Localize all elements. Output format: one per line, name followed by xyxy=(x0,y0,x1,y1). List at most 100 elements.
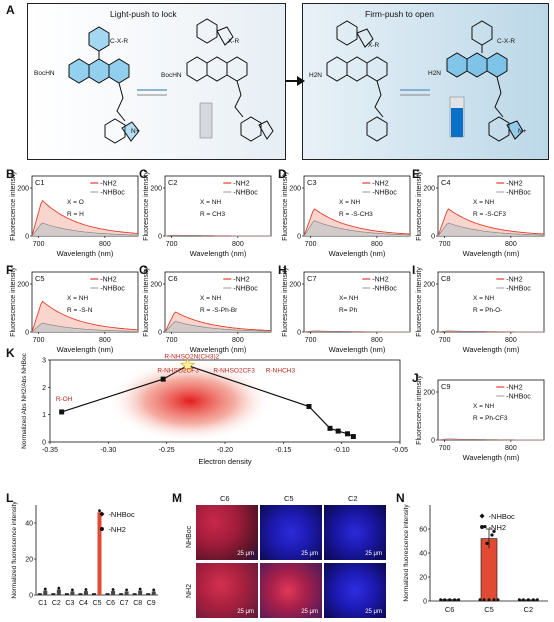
row-label-nhboc: NHBoc xyxy=(186,525,193,548)
highlight-band xyxy=(108,360,272,442)
col-label-c5: C5 xyxy=(284,494,294,503)
y-tick-label: 0 xyxy=(25,234,29,241)
panel-label-f: F xyxy=(6,263,13,277)
bar-nh2 xyxy=(124,591,129,595)
x-tick-label: 700 xyxy=(305,337,317,344)
nh2-fill xyxy=(32,301,138,332)
legend-nhboc: -NHBoc xyxy=(233,286,258,293)
micrograph-c6-nhboc: 25 μm xyxy=(196,505,258,560)
nhboc-fill xyxy=(304,220,410,236)
compound-code: C5 xyxy=(35,274,45,283)
legend-nhboc: -NHBoc xyxy=(233,190,258,197)
spectrum-panel-i: I Fluorescence intensity 0 200 700 800Wavelen… xyxy=(412,263,545,354)
cuvette-locked xyxy=(199,102,213,139)
y-axis-label: Fluorescence intensity xyxy=(143,267,150,337)
panel-label-h: H xyxy=(278,263,287,277)
cuvette-open-blue xyxy=(451,108,463,137)
legend-nh2: -NH2 xyxy=(100,181,116,188)
nh2-curve xyxy=(437,208,545,237)
bar-nhboc xyxy=(146,593,151,595)
legend-nh2-marker xyxy=(99,527,104,531)
legend-nhboc: -NHBoc xyxy=(108,510,135,519)
r-note: R = H xyxy=(67,211,84,218)
right-title: Firm-push to open xyxy=(365,9,434,19)
col-label-c2: C2 xyxy=(348,494,358,503)
scale-bar-label: 25 μm xyxy=(301,551,318,557)
panel-l-chart: 0 20 40 Normalized fluorescence intensity C1… xyxy=(11,501,158,607)
data-point xyxy=(327,425,333,431)
dot-nhboc xyxy=(482,598,486,602)
x-tick-label: 800 xyxy=(505,445,517,452)
x-tick-label: C4 xyxy=(79,600,88,607)
y-tick-label: 0 xyxy=(25,330,29,337)
bar-nh2 xyxy=(83,591,88,595)
y-tick-label: 200 xyxy=(289,282,301,289)
x-tick-label: -0.10 xyxy=(334,447,350,454)
y-axis-label: Normalized fluorescence intensity xyxy=(11,501,18,599)
x-note: X = NH xyxy=(67,295,88,302)
x-tick-label: 800 xyxy=(99,337,111,344)
bochn-label-1: BocHN xyxy=(34,70,55,77)
bar-nh2 xyxy=(151,591,156,595)
x-tick-label: C9 xyxy=(147,600,156,607)
y-tick-label: 2 xyxy=(42,385,46,392)
data-point xyxy=(160,376,166,382)
nh2-curve xyxy=(31,300,139,333)
legend-nhboc: -NHBoc xyxy=(372,286,397,293)
y-tick-label: 0 xyxy=(431,234,435,241)
bar-dot xyxy=(138,587,142,591)
x-tick-label: 800 xyxy=(232,337,244,344)
y-tick-label: 200 xyxy=(17,282,29,289)
annotation-nhso2cf3-2: R-NHSO2CF3 xyxy=(213,367,255,374)
nh2-curve xyxy=(164,311,271,333)
legend-nhboc: -NHBoc xyxy=(506,394,531,401)
dot-nhboc xyxy=(457,598,461,602)
r-note: R = -S-N xyxy=(67,307,93,314)
compound-code: C7 xyxy=(307,274,317,283)
panel-n-chart: 0 20 40 60 Normalized fluorescence intensity… xyxy=(403,504,548,614)
nh2-curve xyxy=(31,199,139,237)
x-tick-label: C7 xyxy=(120,600,129,607)
x-axis-label: Wavelength (nm) xyxy=(463,453,520,462)
molecule-closed-locked xyxy=(186,18,274,142)
legend-nh2: -NH2 xyxy=(233,277,249,284)
x-note: X = NH xyxy=(473,403,494,410)
x-tick-label: C5 xyxy=(93,600,102,607)
compound-code: C2 xyxy=(168,178,178,187)
x-axis-label: Wavelength (nm) xyxy=(463,249,520,258)
highlight-star-point xyxy=(180,357,196,372)
panel-label-d: D xyxy=(278,167,287,181)
process-arrowhead xyxy=(297,76,305,86)
y-tick-label: 20 xyxy=(25,557,33,564)
r-note: R = CH3 xyxy=(200,211,225,218)
x-tick-label: C1 xyxy=(38,600,47,607)
panel-a-right-box xyxy=(302,3,549,160)
x-tick-label: C8 xyxy=(133,600,142,607)
y-tick-label: 40 xyxy=(25,521,33,528)
scale-bar-label: 25 μm xyxy=(237,609,254,615)
x-tick-label: 800 xyxy=(505,337,517,344)
panel-k-chart: -0.35 -0.30 -0.25 -0.20 -0.15 -0.10 -0.05 0 1 2 3 E… xyxy=(21,352,408,466)
legend-nh2: -NH2 xyxy=(489,523,507,532)
x-tick-label: 800 xyxy=(505,241,517,248)
nhboc-fill xyxy=(165,321,271,332)
legend-nh2: -NH2 xyxy=(100,277,116,284)
y-axis-label: Fluorescence intensity xyxy=(282,171,289,241)
bar-dot xyxy=(152,588,156,592)
h2n-label-1: H2N xyxy=(309,72,323,79)
nh2-fill xyxy=(32,200,138,236)
molecule-open-final xyxy=(446,20,524,142)
y-axis-label: Fluorescence intensity xyxy=(416,267,423,337)
x-axis-label: Wavelength (nm) xyxy=(190,345,247,354)
panel-label-g: G xyxy=(139,263,148,277)
bar-nhboc xyxy=(78,593,83,595)
x-note: X= NH xyxy=(339,295,359,302)
y-tick-label: 200 xyxy=(150,282,162,289)
micrograph-c2-nh2: 25 μm xyxy=(324,563,386,618)
nhboc-curve xyxy=(164,234,271,237)
